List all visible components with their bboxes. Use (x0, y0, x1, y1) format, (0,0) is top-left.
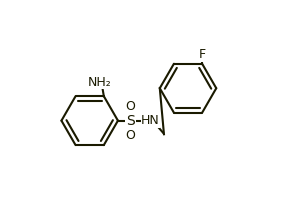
Text: O: O (126, 99, 135, 113)
Text: F: F (199, 49, 206, 61)
Text: S: S (126, 114, 135, 128)
Text: HN: HN (141, 114, 160, 127)
Text: O: O (126, 129, 135, 142)
Text: NH₂: NH₂ (88, 76, 112, 89)
